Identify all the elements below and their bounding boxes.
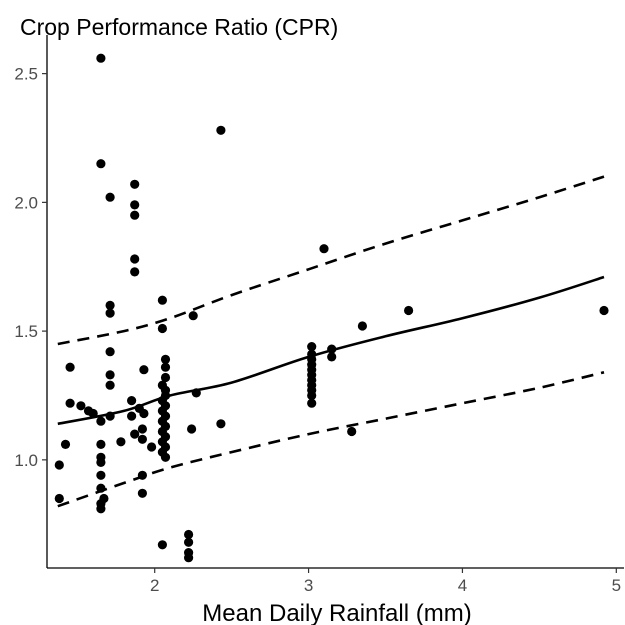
data-point bbox=[599, 305, 609, 316]
data-point bbox=[139, 408, 149, 419]
data-point bbox=[96, 53, 106, 63]
data-point bbox=[357, 321, 367, 331]
data-point bbox=[105, 192, 115, 202]
y-axis-ticks: 1.0 1.5 2.0 2.5 bbox=[14, 65, 47, 470]
data-point bbox=[127, 411, 137, 421]
data-point bbox=[65, 362, 75, 372]
data-point bbox=[404, 305, 414, 316]
data-point bbox=[307, 342, 317, 352]
data-point bbox=[105, 370, 115, 380]
data-point bbox=[105, 347, 115, 357]
data-point bbox=[96, 159, 106, 169]
data-point bbox=[65, 398, 75, 408]
data-point bbox=[60, 439, 71, 449]
data-point bbox=[54, 493, 64, 504]
y-tick-label: 1.5 bbox=[14, 322, 38, 341]
data-point bbox=[160, 354, 171, 364]
data-point bbox=[105, 380, 115, 390]
data-point bbox=[307, 390, 317, 401]
data-point bbox=[105, 411, 115, 421]
x-tick-label: 4 bbox=[458, 576, 467, 595]
data-point bbox=[157, 540, 167, 550]
data-point bbox=[96, 416, 106, 426]
data-point bbox=[184, 553, 194, 563]
y-tick-label: 2.5 bbox=[14, 65, 38, 84]
data-point bbox=[191, 388, 201, 398]
data-point bbox=[160, 372, 171, 383]
data-point bbox=[157, 295, 167, 305]
x-axis-title: Mean Daily Rainfall (mm) bbox=[202, 600, 471, 625]
lower-confidence-band bbox=[57, 371, 605, 508]
data-point bbox=[130, 210, 140, 220]
data-point bbox=[130, 179, 140, 189]
data-points bbox=[54, 53, 609, 563]
data-point bbox=[116, 437, 126, 447]
x-axis-ticks: 2 3 4 5 bbox=[150, 568, 621, 595]
chart-title: Crop Performance Ratio (CPR) bbox=[20, 14, 338, 40]
data-point bbox=[184, 529, 194, 540]
upper-confidence-band bbox=[57, 175, 605, 346]
data-point bbox=[187, 424, 197, 434]
data-point bbox=[130, 254, 140, 264]
data-point bbox=[105, 300, 115, 310]
confidence-bands bbox=[57, 175, 605, 508]
data-point bbox=[139, 365, 149, 375]
x-tick-label: 5 bbox=[612, 576, 621, 595]
data-point bbox=[216, 419, 226, 429]
data-point bbox=[105, 308, 115, 318]
y-tick-label: 2.0 bbox=[14, 193, 38, 212]
data-point bbox=[96, 470, 106, 480]
data-point bbox=[319, 244, 329, 254]
data-point bbox=[54, 460, 64, 470]
data-point bbox=[130, 267, 140, 277]
data-point bbox=[327, 344, 337, 354]
data-point bbox=[327, 352, 337, 362]
data-point bbox=[130, 200, 140, 210]
data-point bbox=[96, 504, 106, 514]
data-point bbox=[347, 426, 357, 437]
data-point bbox=[137, 434, 147, 444]
data-point bbox=[130, 429, 140, 439]
data-point bbox=[307, 398, 317, 408]
data-point bbox=[76, 401, 86, 411]
x-tick-label: 2 bbox=[150, 576, 159, 595]
data-point bbox=[160, 452, 171, 462]
data-point bbox=[216, 125, 226, 135]
data-point bbox=[96, 439, 106, 449]
data-point bbox=[137, 424, 147, 434]
data-point bbox=[88, 408, 98, 419]
y-tick-label: 1.0 bbox=[14, 451, 38, 470]
x-tick-label: 3 bbox=[304, 576, 313, 595]
data-point bbox=[127, 396, 137, 406]
data-point bbox=[96, 457, 106, 467]
data-point bbox=[160, 362, 171, 372]
data-point bbox=[157, 323, 167, 334]
data-point bbox=[147, 442, 157, 452]
data-point bbox=[96, 483, 106, 493]
data-point bbox=[188, 311, 198, 321]
data-point bbox=[184, 537, 194, 547]
data-point bbox=[137, 488, 147, 498]
data-point bbox=[137, 470, 147, 480]
